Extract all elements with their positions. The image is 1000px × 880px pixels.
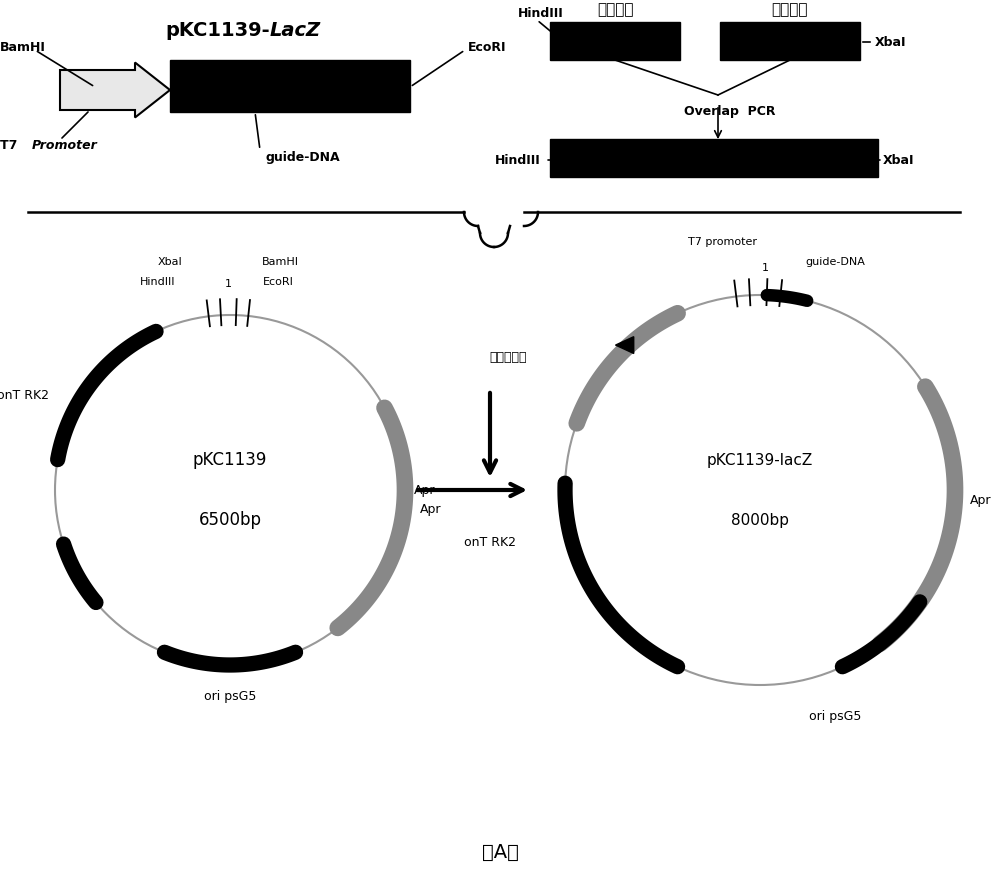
Text: ori psG5: ori psG5 (809, 710, 861, 723)
Text: 1: 1 (762, 263, 768, 273)
Text: Apr: Apr (414, 483, 435, 496)
Text: onT RK2: onT RK2 (464, 536, 516, 548)
Text: 下同源臂: 下同源臂 (772, 3, 808, 18)
FancyArrow shape (60, 62, 170, 118)
Bar (550, 139, 878, 177)
Bar (550, 22, 680, 60)
Text: （A）: （A） (482, 842, 518, 862)
Text: pKC1139: pKC1139 (193, 451, 267, 469)
Text: 上下同源臂: 上下同源臂 (490, 350, 527, 363)
Text: XbaI: XbaI (158, 257, 182, 267)
Text: 6500bp: 6500bp (198, 511, 262, 529)
Text: HindIII: HindIII (518, 6, 564, 19)
Text: 1: 1 (224, 279, 232, 289)
Text: 8000bp: 8000bp (731, 512, 789, 527)
Text: Apr: Apr (970, 494, 992, 507)
Text: BamHI: BamHI (0, 40, 46, 54)
Text: ori psG5: ori psG5 (204, 690, 256, 703)
Text: Overlap  PCR: Overlap PCR (684, 105, 776, 118)
Text: 上同源臂: 上同源臂 (597, 3, 633, 18)
Text: EcoRI: EcoRI (263, 277, 293, 287)
Text: Apr: Apr (420, 503, 442, 517)
Text: T7 promoter: T7 promoter (688, 237, 757, 247)
Text: Promoter: Promoter (32, 138, 98, 151)
Text: T7: T7 (0, 138, 22, 151)
Text: onT RK2: onT RK2 (0, 388, 49, 401)
Text: guide-DNA: guide-DNA (265, 150, 340, 164)
Text: LacZ: LacZ (270, 20, 321, 40)
Text: guide-DNA: guide-DNA (805, 257, 865, 267)
Text: EcoRI: EcoRI (468, 40, 507, 54)
Bar (720, 22, 860, 60)
Polygon shape (616, 337, 634, 354)
Text: HindIII: HindIII (140, 277, 176, 287)
Text: XbaI: XbaI (883, 153, 914, 166)
Text: HindIII: HindIII (495, 153, 541, 166)
Text: BamHI: BamHI (262, 257, 298, 267)
Text: pKC1139-lacZ: pKC1139-lacZ (707, 452, 813, 467)
Text: pKC1139-: pKC1139- (165, 20, 270, 40)
Text: XbaI: XbaI (875, 35, 906, 48)
Bar (170, 60, 410, 112)
